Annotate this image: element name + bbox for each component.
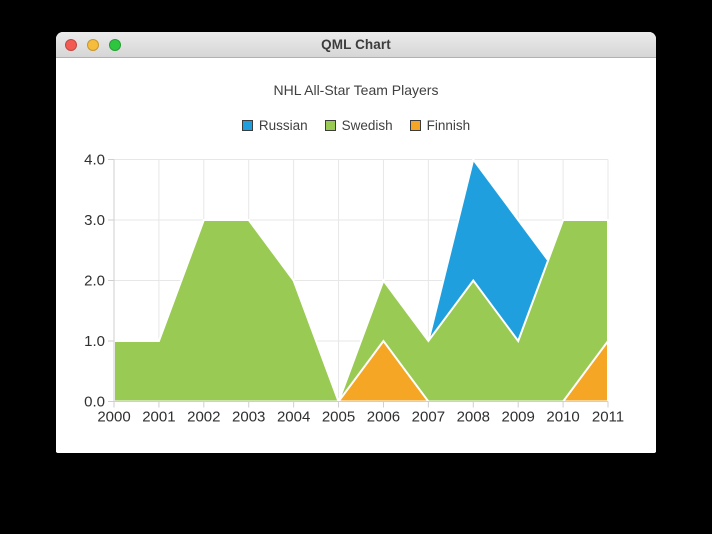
x-tick-label: 2003	[232, 409, 265, 426]
x-tick-label: 2001	[142, 409, 175, 426]
x-tick-label: 2008	[457, 409, 490, 426]
x-tick-label: 2009	[501, 409, 534, 426]
minimize-button[interactable]	[87, 38, 99, 51]
chart-title: NHL All-Star Team Players	[273, 82, 439, 98]
legend-swatch-swedish	[324, 120, 336, 131]
legend-label-swedish: Swedish	[341, 118, 393, 133]
app-window: QML Chart 0.0 1.0 2.0 3.0 4.0 2000 2001 2002 200…	[56, 32, 656, 453]
zoom-button[interactable]	[109, 38, 121, 51]
x-tick-label: 2002	[187, 409, 220, 426]
legend-label-russian: Russian	[258, 118, 308, 133]
x-tick-label: 2010	[546, 409, 579, 426]
close-button[interactable]	[65, 38, 77, 51]
chart-canvas: 0.0 1.0 2.0 3.0 4.0 2000 2001 2002 2003 2004 2005 2…	[84, 152, 624, 426]
legend-item-finnish: Finnish	[409, 118, 471, 133]
y-tick-label: 0.0	[84, 394, 105, 411]
x-tick-label: 2000	[97, 409, 130, 426]
legend-swatch-russian	[241, 120, 253, 131]
x-tick-label: 2011	[592, 409, 624, 426]
legend-item-swedish: Swedish	[324, 118, 393, 133]
chart-view: 0.0 1.0 2.0 3.0 4.0 2000 2001 2002 2003 2004 2005 2…	[56, 58, 656, 452]
y-tick-label: 3.0	[84, 212, 105, 229]
x-tick-label: 2005	[322, 409, 355, 426]
window-title: QML Chart	[321, 37, 391, 52]
chart-legend: Russian Swedish Finnish	[56, 118, 656, 133]
y-tick-label: 4.0	[84, 152, 105, 169]
legend-item-russian: Russian	[241, 118, 308, 133]
y-tick-label: 2.0	[84, 273, 105, 290]
x-tick-label: 2004	[277, 409, 310, 426]
legend-swatch-finnish	[409, 120, 421, 131]
legend-label-finnish: Finnish	[426, 118, 471, 133]
y-tick-label: 1.0	[84, 333, 105, 350]
window-titlebar[interactable]: QML Chart	[56, 32, 656, 58]
x-tick-label: 2007	[412, 409, 445, 426]
x-tick-label: 2006	[367, 409, 400, 426]
traffic-lights	[65, 32, 121, 57]
